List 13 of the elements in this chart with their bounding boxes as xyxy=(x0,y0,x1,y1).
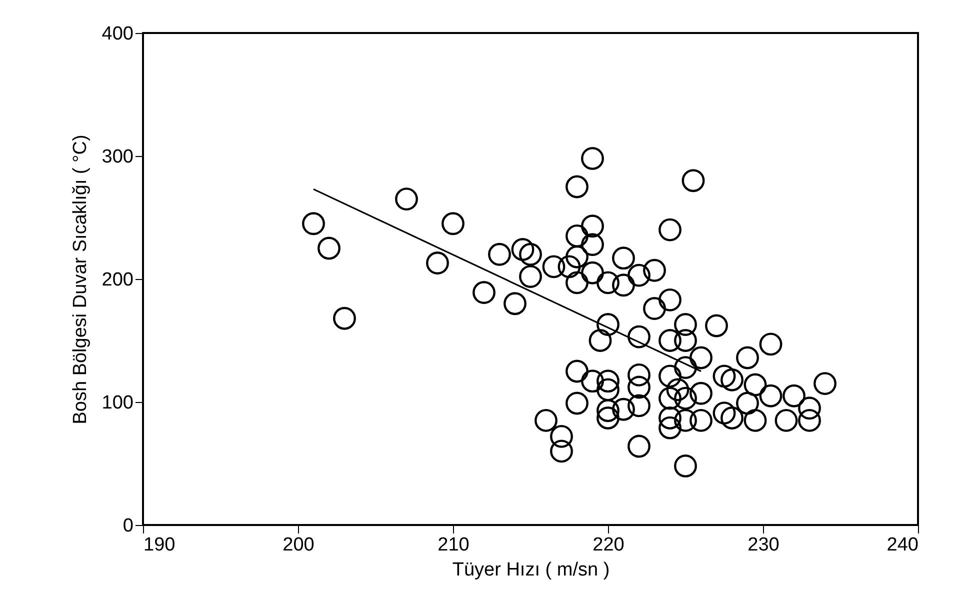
x-tick-label: 210 xyxy=(438,534,470,556)
x-tick-label: 200 xyxy=(282,534,314,556)
y-tick-label: 0 xyxy=(122,516,134,536)
x-tick-label: 230 xyxy=(748,534,780,556)
y-tick-label: 400 xyxy=(102,24,134,44)
x-tick-label: 220 xyxy=(592,534,624,556)
y-tick-label: 200 xyxy=(102,270,134,290)
y-axis-title: Bosh Bölgesi Duvar Sıcaklığı ( °C) xyxy=(70,134,91,424)
x-axis-title: Tüyer Hızı ( m/sn ) xyxy=(452,560,610,580)
y-tick-label: 300 xyxy=(102,146,134,168)
y-tick-label: 100 xyxy=(102,392,134,414)
x-tick-label: 190 xyxy=(144,534,176,556)
x-tick-label: 240 xyxy=(886,534,918,556)
